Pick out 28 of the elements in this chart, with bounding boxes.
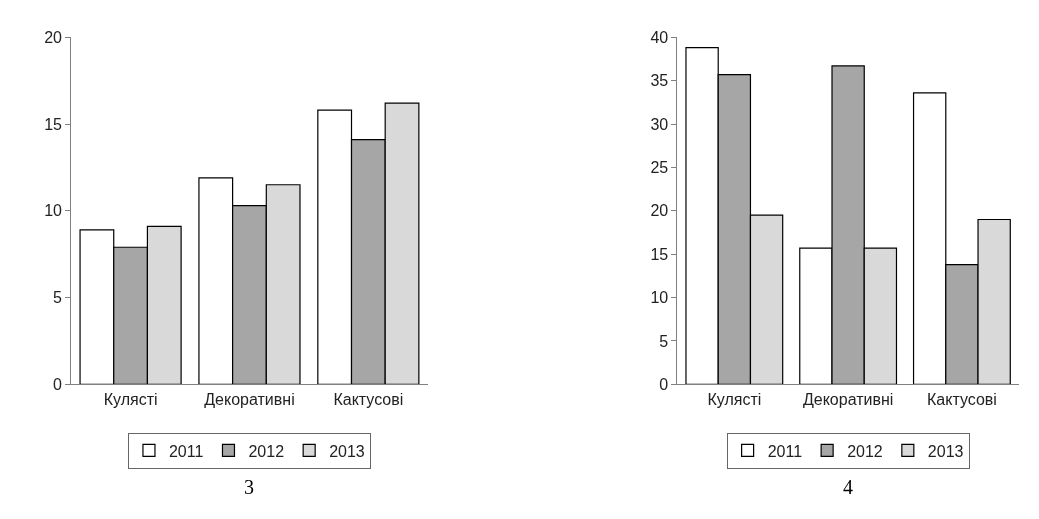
legend-label: 2011 bbox=[168, 442, 204, 460]
x-tick-label: Кактусові bbox=[926, 390, 997, 408]
y-tick-label: 25 bbox=[650, 159, 669, 177]
x-tick-label: Декоративні bbox=[204, 390, 295, 408]
legend-label: 2013 bbox=[329, 442, 365, 460]
legend-label: 2012 bbox=[248, 442, 285, 460]
y-tick-label: 10 bbox=[650, 289, 669, 307]
y-tick-label: 20 bbox=[650, 202, 669, 220]
legend-label: 2011 bbox=[767, 442, 803, 460]
y-tick-label: 35 bbox=[650, 72, 669, 90]
y-tick-label: 0 bbox=[53, 375, 63, 393]
y-tick-label: 5 bbox=[659, 332, 669, 350]
y-tick-label: 20 bbox=[44, 28, 63, 46]
y-tick-label: 40 bbox=[650, 28, 669, 46]
y-tick-label: 30 bbox=[650, 115, 669, 133]
x-tick-label: Кактусові bbox=[333, 390, 404, 408]
y-tick-label: 0 bbox=[659, 375, 669, 393]
x-tick-label: Кулясті bbox=[707, 390, 762, 408]
text: 4 bbox=[843, 476, 853, 498]
y-tick-label: 15 bbox=[44, 115, 63, 133]
y-tick-label: 10 bbox=[44, 202, 63, 220]
x-tick-label: Кулясті bbox=[103, 390, 158, 408]
legend-label: 2013 bbox=[927, 442, 964, 460]
y-tick-label: 15 bbox=[650, 245, 669, 263]
y-tick-label: 5 bbox=[53, 289, 63, 307]
legend-label: 2012 bbox=[847, 442, 883, 460]
x-tick-label: Декоративні bbox=[802, 390, 894, 408]
text: 3 bbox=[244, 476, 254, 498]
